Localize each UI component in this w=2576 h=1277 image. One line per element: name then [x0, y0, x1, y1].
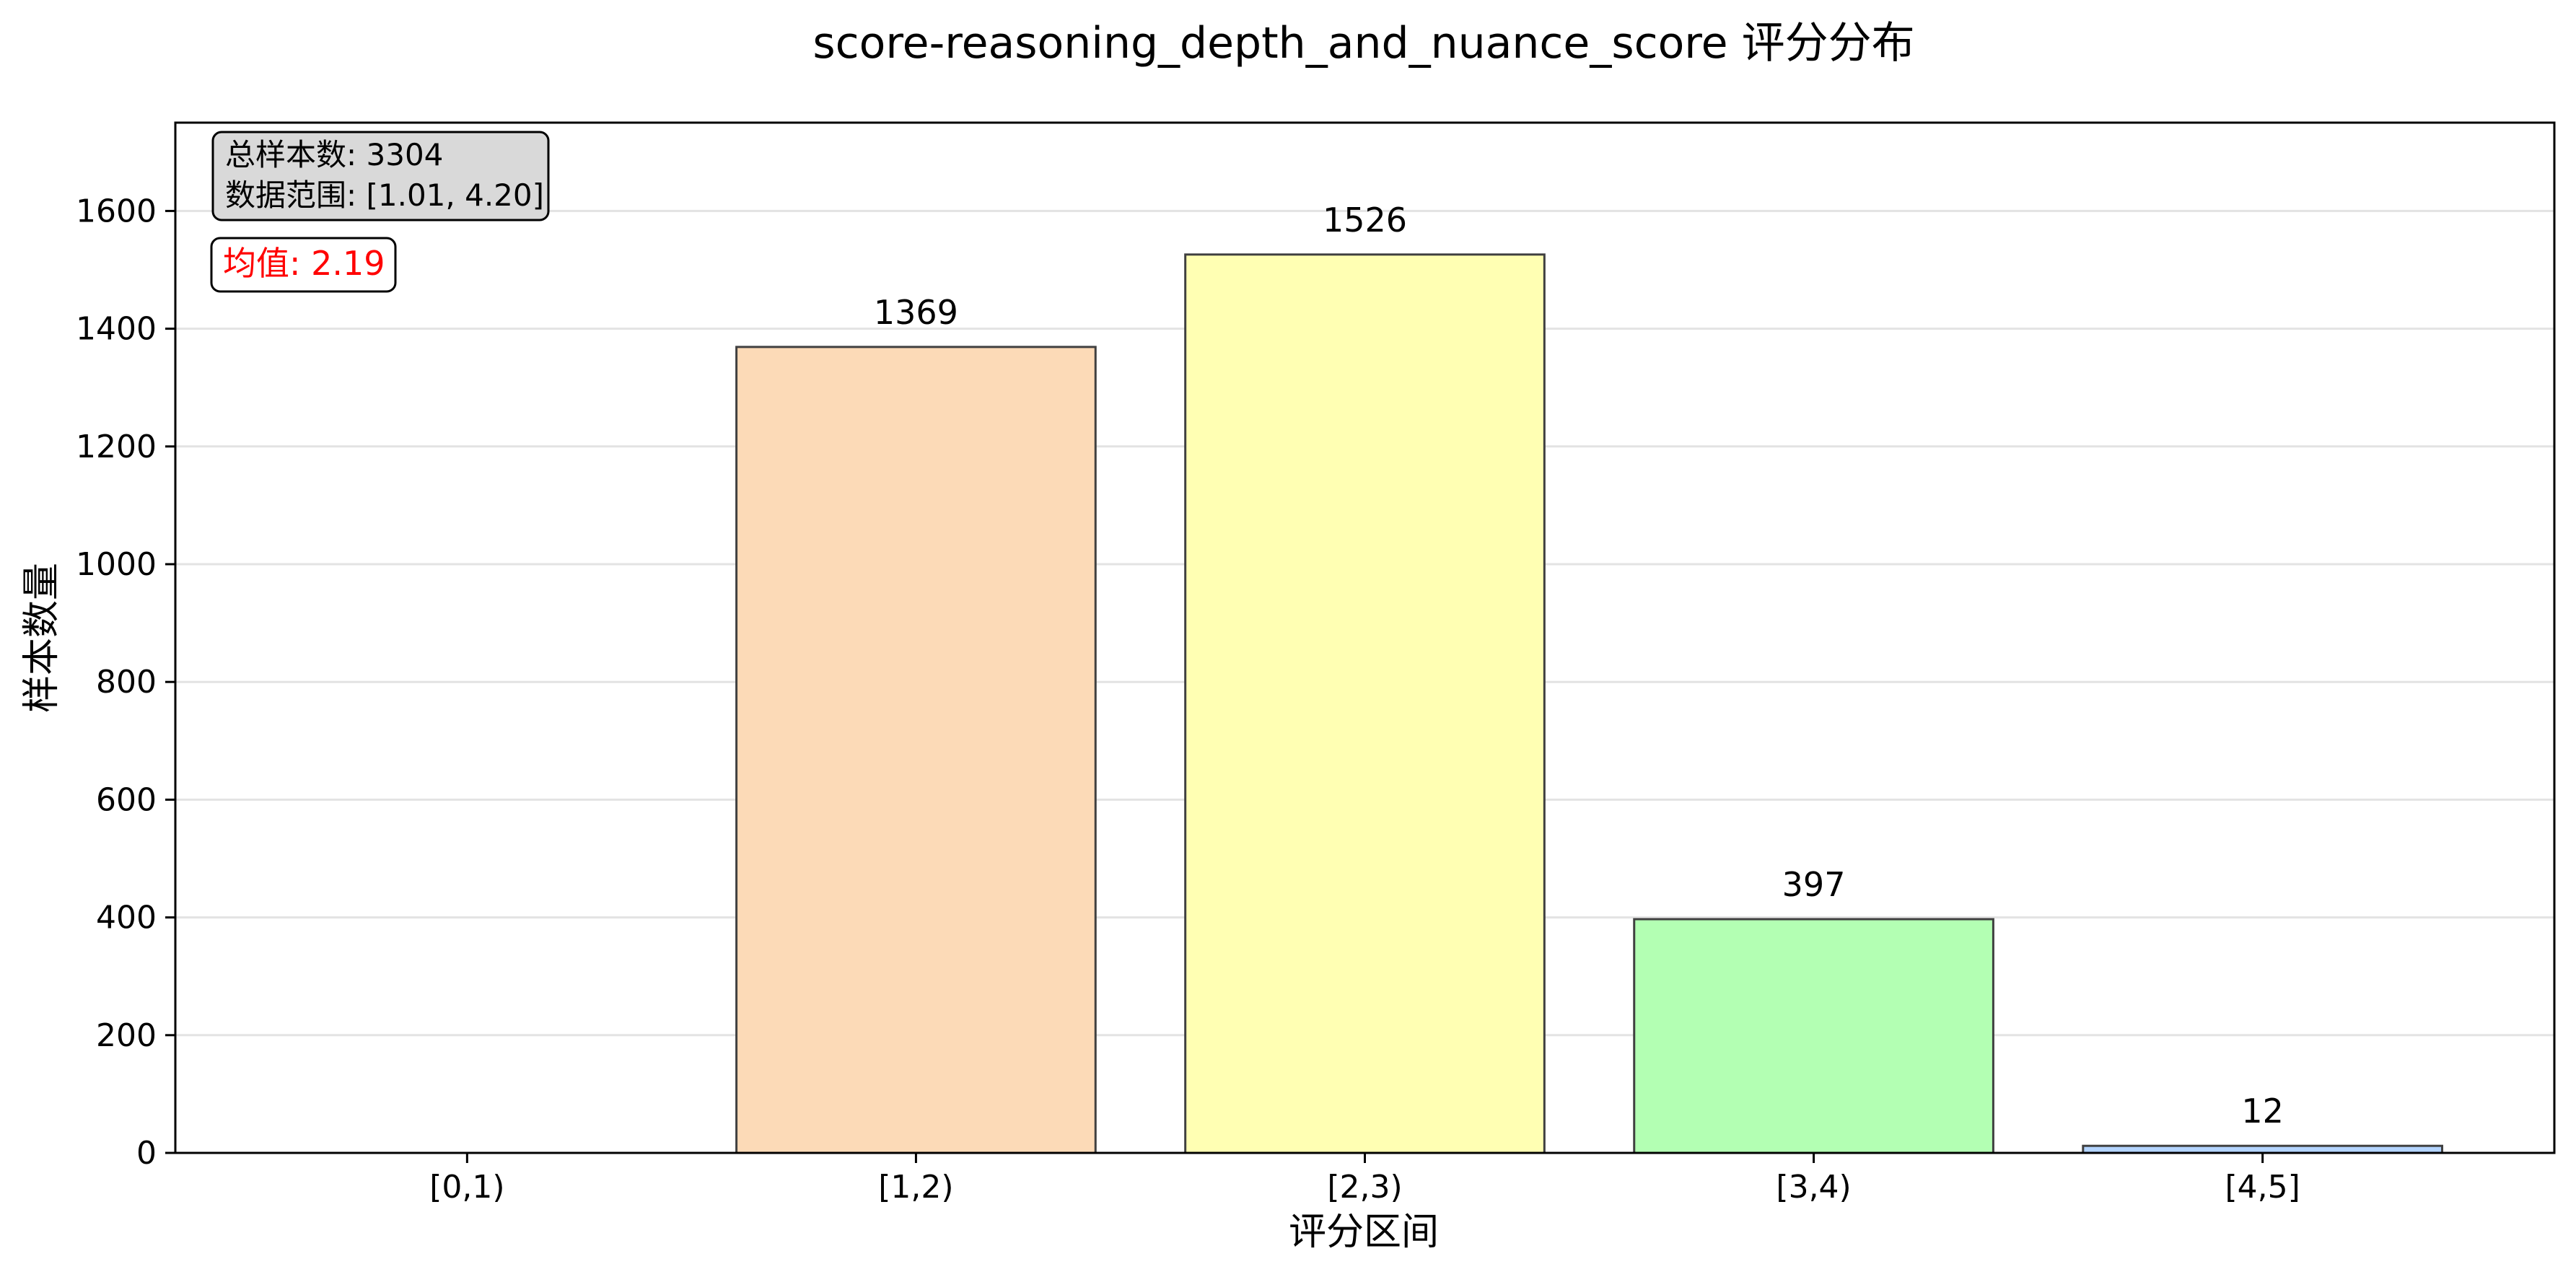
x-tick-label: [3,4) [1776, 1169, 1851, 1206]
y-tick-label: 1600 [76, 193, 157, 229]
x-axis-ticks: [0,1) [1,2) [2,3) [3,4) [4,5] [429, 1153, 2300, 1206]
data-labels: 1369 1526 397 12 [874, 201, 2284, 1131]
x-tick-label: [4,5] [2225, 1169, 2300, 1206]
info-box: 总样本数: 3304 数据范围: [1.01, 4.20] [211, 131, 550, 221]
y-tick-label: 600 [96, 781, 157, 818]
mean-value: 均值: 2.19 [223, 244, 385, 283]
bars [735, 253, 2443, 1154]
bar-3 [1633, 918, 1994, 1154]
data-label: 397 [1782, 865, 1846, 904]
x-tick-label: [1,2) [878, 1169, 953, 1206]
bar-1 [735, 346, 1097, 1154]
y-tick-label: 800 [96, 664, 157, 701]
y-tick-label: 1000 [76, 546, 157, 583]
y-axis-ticks: 0 200 400 600 800 1000 1200 1400 1600 [76, 193, 175, 1172]
info-box-background [211, 131, 550, 221]
y-tick-label: 200 [96, 1017, 157, 1054]
x-axis-label: 评分区间 [1289, 1211, 1439, 1254]
chart-title: score-reasoning_depth_and_nuance_score 评… [812, 18, 1914, 69]
mean-box: 均值: 2.19 [210, 237, 397, 293]
data-label: 1369 [874, 293, 958, 332]
y-tick-label: 1400 [76, 311, 157, 348]
data-label: 12 [2241, 1092, 2284, 1131]
x-tick-label: [0,1) [429, 1169, 504, 1206]
info-total-samples: 总样本数: 3304 [225, 137, 443, 172]
bar-2 [1184, 253, 1546, 1154]
y-tick-label: 1200 [76, 429, 157, 465]
y-tick-label: 0 [136, 1135, 157, 1172]
y-tick-label: 400 [96, 900, 157, 936]
info-data-range: 数据范围: [1.01, 4.20] [225, 177, 544, 213]
data-label: 1526 [1323, 201, 1407, 240]
y-axis-label: 样本数量 [20, 563, 63, 713]
mean-box-background [210, 237, 397, 293]
x-tick-label: [2,3) [1327, 1169, 1402, 1206]
